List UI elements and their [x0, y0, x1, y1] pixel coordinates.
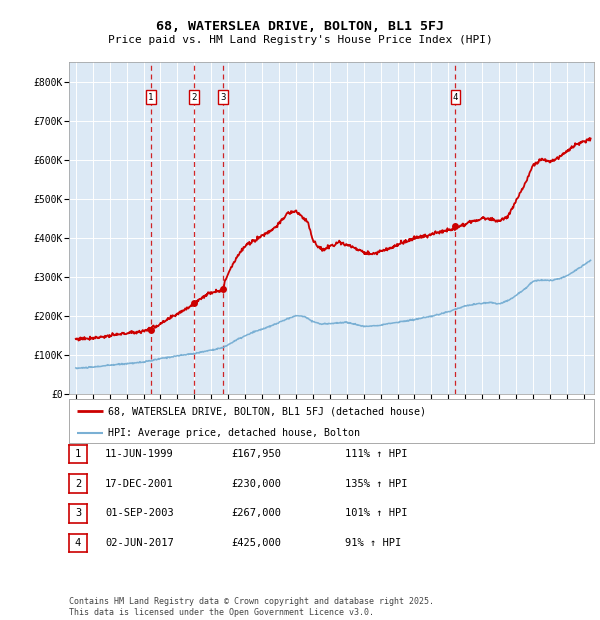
Text: £267,000: £267,000: [231, 508, 281, 518]
Text: 111% ↑ HPI: 111% ↑ HPI: [345, 449, 407, 459]
Text: 4: 4: [453, 92, 458, 102]
Text: Price paid vs. HM Land Registry's House Price Index (HPI): Price paid vs. HM Land Registry's House …: [107, 35, 493, 45]
Text: 02-JUN-2017: 02-JUN-2017: [105, 538, 174, 548]
Text: 135% ↑ HPI: 135% ↑ HPI: [345, 479, 407, 489]
Text: 101% ↑ HPI: 101% ↑ HPI: [345, 508, 407, 518]
Text: 01-SEP-2003: 01-SEP-2003: [105, 508, 174, 518]
Text: 68, WATERSLEA DRIVE, BOLTON, BL1 5FJ (detached house): 68, WATERSLEA DRIVE, BOLTON, BL1 5FJ (de…: [109, 406, 427, 416]
Text: 17-DEC-2001: 17-DEC-2001: [105, 479, 174, 489]
Text: 11-JUN-1999: 11-JUN-1999: [105, 449, 174, 459]
Text: 91% ↑ HPI: 91% ↑ HPI: [345, 538, 401, 548]
Text: 2: 2: [75, 479, 81, 489]
Text: 3: 3: [75, 508, 81, 518]
Text: £425,000: £425,000: [231, 538, 281, 548]
Text: £167,950: £167,950: [231, 449, 281, 459]
Text: 68, WATERSLEA DRIVE, BOLTON, BL1 5FJ: 68, WATERSLEA DRIVE, BOLTON, BL1 5FJ: [156, 20, 444, 33]
Text: 1: 1: [75, 449, 81, 459]
Text: 1: 1: [148, 92, 154, 102]
Text: Contains HM Land Registry data © Crown copyright and database right 2025.
This d: Contains HM Land Registry data © Crown c…: [69, 598, 434, 617]
Text: HPI: Average price, detached house, Bolton: HPI: Average price, detached house, Bolt…: [109, 428, 361, 438]
Text: £230,000: £230,000: [231, 479, 281, 489]
Text: 4: 4: [75, 538, 81, 548]
Text: 2: 2: [191, 92, 196, 102]
Text: 3: 3: [220, 92, 225, 102]
